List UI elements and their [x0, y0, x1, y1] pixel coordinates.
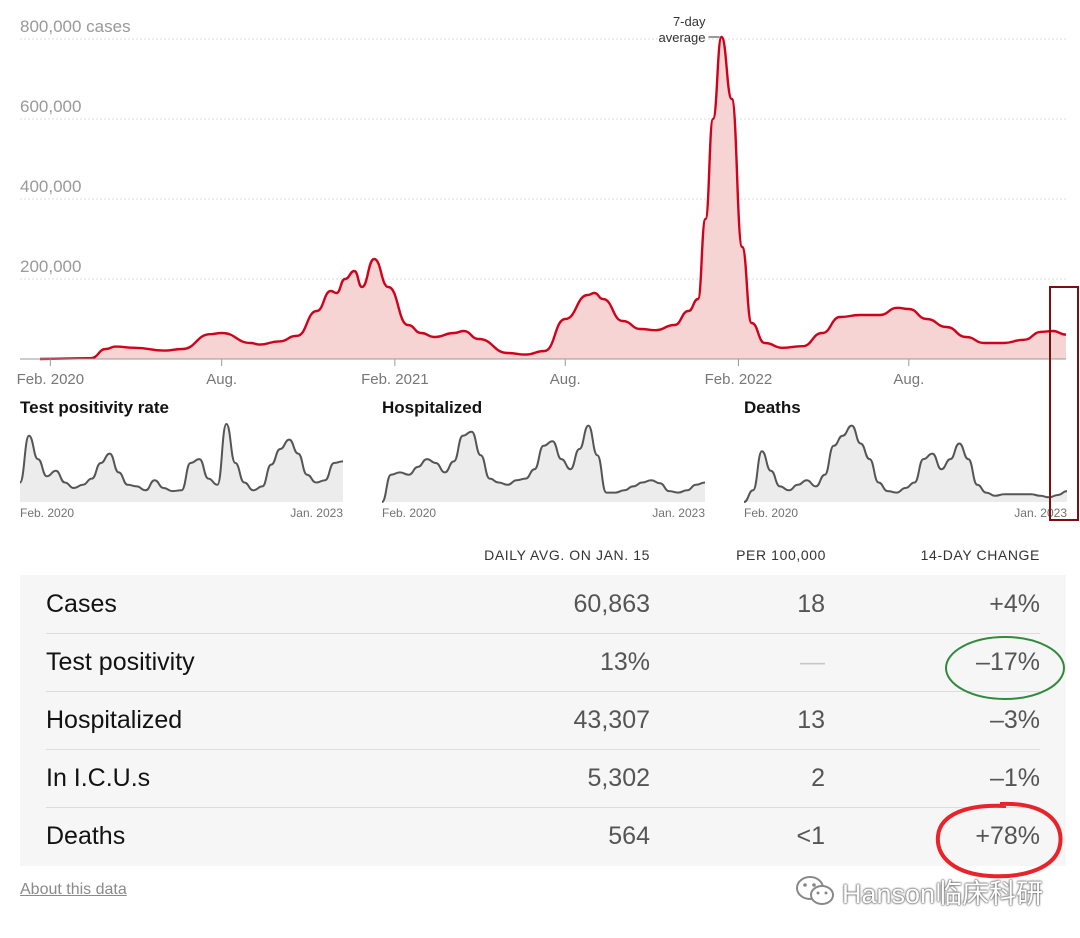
table-row: Cases 60,863 18 +4% [46, 575, 1040, 634]
change-value: –3% [989, 706, 1040, 734]
table-row: Hospitalized 43,307 13 –3% [46, 691, 1040, 750]
column-header-daily-avg: DAILY AVG. ON JAN. 15 [484, 547, 650, 563]
daily-average-value: 564 [608, 822, 650, 850]
daily-average-value: 13% [599, 648, 650, 676]
stats-table: Cases 60,863 18 +4% Test positivity 13% … [20, 575, 1066, 866]
hospitalized-sparkline [382, 424, 705, 503]
table-row: Test positivity 13% — –17% [46, 633, 1040, 692]
about-this-data-link[interactable]: About this data [20, 881, 127, 898]
change-value: +4% [989, 590, 1040, 618]
wechat-icon [796, 876, 834, 905]
mini-chart-end-label: Jan. 2023 [1014, 506, 1067, 520]
daily-average-value: 5,302 [587, 764, 650, 792]
sparkline-line [382, 424, 705, 503]
y-tick-label: 600,000 [20, 97, 81, 116]
metric-name: In I.C.U.s [46, 764, 151, 792]
change-value: –17% [976, 648, 1040, 676]
mini-chart-start-label: Feb. 2020 [20, 506, 75, 520]
mini-chart-end-label: Jan. 2023 [290, 506, 343, 520]
mini-chart-end-label: Jan. 2023 [652, 506, 705, 520]
deaths-sparkline [744, 424, 1067, 503]
sparkline-area [20, 424, 343, 502]
table-row: Deaths 564 <1 +78% [46, 807, 1040, 865]
table-row: In I.C.U.s 5,302 2 –1% [46, 749, 1040, 808]
sparkline-area [744, 425, 1067, 502]
mini-chart-hospitalized: Hospitalized Feb. 2020 Jan. 2023 [382, 398, 705, 523]
mini-chart-start-label: Feb. 2020 [744, 506, 799, 520]
mini-chart-title: Hospitalized [382, 398, 483, 417]
daily-average-value: 60,863 [573, 590, 650, 618]
sparkline-line [20, 422, 343, 493]
per-100k-value: 2 [811, 764, 825, 792]
x-tick-label: Feb. 2021 [361, 371, 429, 388]
change-value: +78% [975, 822, 1040, 850]
x-tick-label: Aug. [893, 371, 924, 388]
annotation-line2: average [659, 30, 706, 45]
average-annotation: 7-day average [659, 14, 720, 45]
watermark-text: Hanson临床科研 [842, 879, 1044, 909]
y-tick-label: 200,000 [20, 257, 81, 276]
annotation-line1: 7-day [673, 14, 706, 29]
mini-chart-test-positivity: Test positivity rate Feb. 2020 Jan. 2023 [20, 398, 343, 523]
per-100k-value: 13 [797, 706, 825, 734]
metric-name: Test positivity [46, 648, 195, 676]
x-axis-ticks: Feb. 2020 Aug. Feb. 2021 Aug. Feb. 2022 Aug. [17, 359, 924, 388]
mini-chart-start-label: Feb. 2020 [382, 506, 437, 520]
metric-name: Deaths [46, 822, 126, 850]
y-tick-label: 800,000 cases [20, 17, 131, 36]
mini-chart-title: Deaths [744, 398, 801, 417]
metric-name: Hospitalized [46, 706, 183, 734]
column-header-14-day-change: 14-DAY CHANGE [920, 547, 1040, 563]
mini-chart-title: Test positivity rate [20, 398, 169, 417]
cases-area-chart: Feb. 2020 Aug. Feb. 2021 Aug. Feb. 2022 Aug. … [17, 14, 1067, 388]
mini-chart-deaths: Deaths Feb. 2020 Jan. 2023 [744, 398, 1067, 523]
metric-name: Cases [46, 590, 117, 618]
per-100k-value: — [800, 648, 825, 676]
x-tick-label: Feb. 2022 [705, 371, 773, 388]
x-tick-label: Aug. [550, 371, 581, 388]
sparkline-area [382, 425, 705, 502]
per-100k-value: <1 [796, 822, 825, 850]
y-axis-ticks: 200,000 400,000 600,000 800,000 cases [20, 17, 131, 276]
daily-average-value: 43,307 [573, 706, 650, 734]
per-100k-value: 18 [797, 590, 825, 618]
y-tick-label: 400,000 [20, 177, 81, 196]
x-tick-label: Aug. [206, 371, 237, 388]
cases-average-line [39, 35, 1067, 361]
main-grid [20, 38, 1066, 280]
change-value: –1% [989, 764, 1040, 792]
test-positivity-sparkline [20, 422, 343, 502]
x-tick-label: Feb. 2020 [17, 371, 85, 388]
sparkline-line [744, 424, 1067, 503]
column-header-per-100k: PER 100,000 [736, 547, 826, 563]
